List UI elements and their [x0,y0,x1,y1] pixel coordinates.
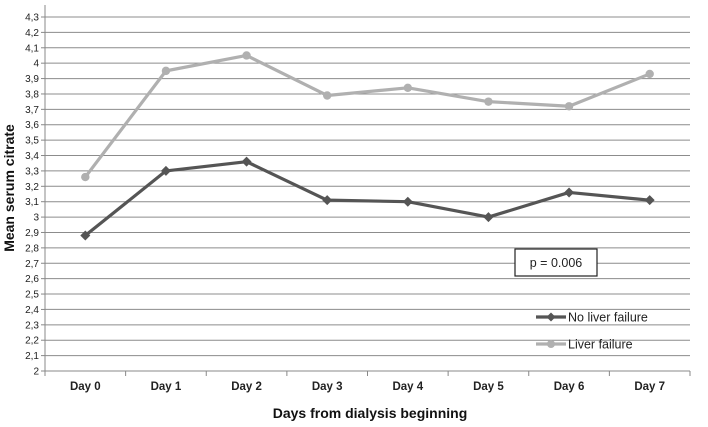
y-tick-label: 4 [33,59,39,70]
legend-label: Liver failure [568,338,633,352]
data-point-circle [242,51,251,60]
y-tick-labels: 2 2,1 2,2 2,3 2,4 2,5 2,6 2,7 2,8 2,9 3 3,1 3,2 3,3 3,… [25,13,39,378]
x-tick-label: Day 3 [312,381,343,393]
y-tick-label: 2,8 [25,243,39,254]
x-tick-label: Day 1 [151,381,182,393]
y-tick-label: 3 [33,213,39,224]
y-tick-label: 3,4 [25,151,39,162]
data-point-diamond [644,195,655,206]
y-tick-label: 2,4 [25,305,39,316]
data-point-circle [322,91,332,100]
y-tick-label: 2,3 [25,320,39,331]
x-tick-label: Day 6 [554,381,585,393]
y-tick-label: 2 [33,367,39,378]
y-tick-label: 3,1 [25,197,39,208]
y-tick-label: 3,7 [25,105,39,116]
y-tick-label: 2,9 [25,228,39,239]
y-tick-label: 4,3 [25,13,39,24]
y-tick-label: 2,7 [25,259,39,270]
y-tick-label: 3,5 [25,136,39,147]
data-point-diamond [564,187,575,198]
data-point-diamond [241,156,252,167]
y-tick-label: 3,2 [25,182,39,193]
data-point-diamond [402,196,413,207]
y-axis-title: Mean serum citrate [1,124,17,252]
annotation-text: p = 0.006 [530,256,583,270]
data-point-circle [81,172,90,182]
y-tick-label: 2,5 [25,290,39,301]
data-point-circle [161,66,171,76]
y-tick-label: 4,2 [25,28,39,39]
x-tick-labels: Day 0 Day 1 Day 2 Day 3 Day 4 Day 5 Day 6 Day 7 [44,371,691,393]
x-tick-label: Day 7 [634,381,665,393]
data-point-circle [645,69,654,79]
p-value-annotation: p = 0.006 [514,248,598,277]
legend-label: No liver failure [568,311,648,325]
y-tick-label: 2,2 [25,336,39,347]
x-tick-label: Day 2 [231,381,262,393]
legend: No liver failure Liver failure [536,311,648,352]
legend-swatch-marker [547,340,555,348]
x-tick-label: Day 4 [392,381,423,393]
x-axis-title: Days from dialysis beginning [273,405,468,421]
data-point-diamond [160,165,171,176]
series-line-liver-failure [84,53,651,179]
data-point-diamond [80,230,91,241]
series-line-no-liver-failure [84,160,650,237]
y-tick-label: 3,3 [25,166,39,177]
data-point-diamond [322,195,333,206]
data-point-circle [403,83,413,93]
y-tick-label: 4,1 [25,43,39,54]
y-tick-label: 3,6 [25,120,39,131]
data-point-circle [484,97,493,106]
y-tick-label: 2,6 [25,274,39,285]
annotation-box [514,248,598,277]
y-tick-label: 3,8 [25,89,39,100]
x-tick-label: Day 5 [473,381,504,393]
data-point-diamond [483,212,494,223]
legend-swatch-marker [546,312,556,322]
x-tick-label: Day 0 [70,381,101,393]
data-point-circle [564,102,574,111]
series-layer [80,51,655,241]
y-tick-label: 2,1 [25,351,39,362]
y-tick-label: 3,9 [25,74,39,85]
